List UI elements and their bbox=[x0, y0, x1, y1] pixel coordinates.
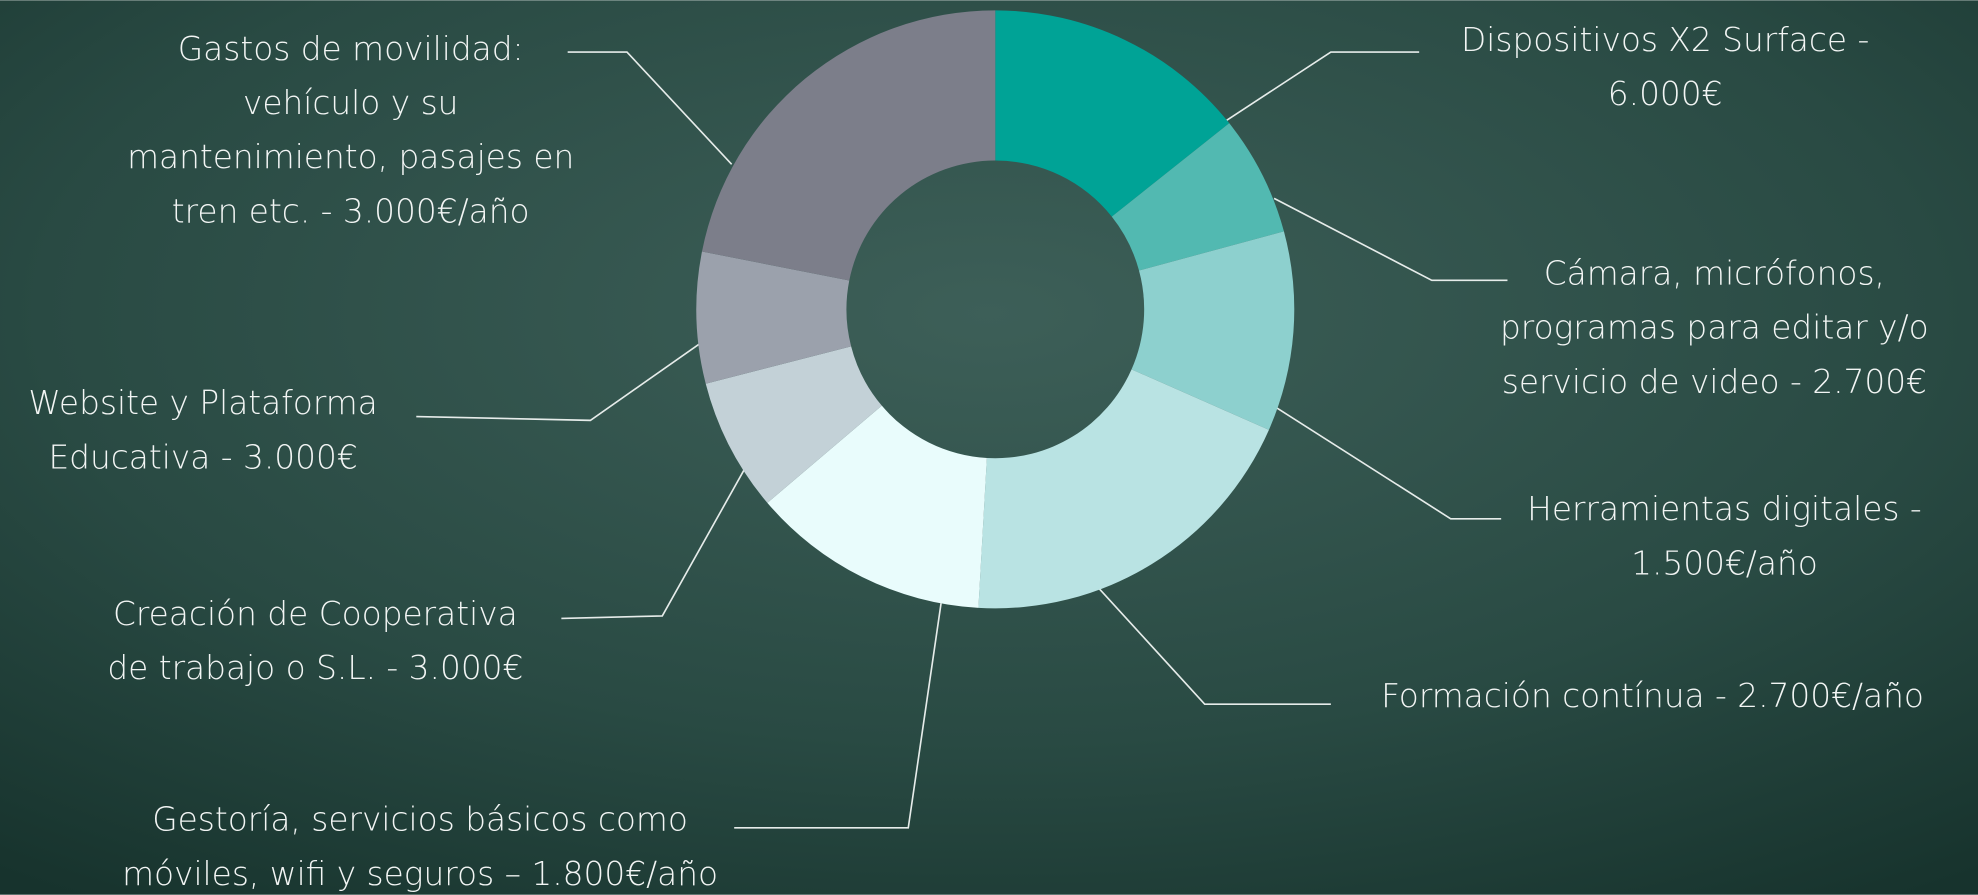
donut-segment bbox=[1131, 231, 1295, 430]
segment-label: Gestoría, servicios básicos como bbox=[152, 801, 688, 839]
leader-line bbox=[1216, 51, 1420, 128]
segment-label: Creación de Cooperativa bbox=[113, 595, 518, 633]
leader-line bbox=[1276, 407, 1502, 520]
donut-segment bbox=[995, 10, 1230, 217]
segment-label: Cámara, micrófonos, bbox=[1544, 254, 1885, 292]
segment-label: servicio de video - 2.700€ bbox=[1502, 363, 1927, 401]
segment-label: Dispositivos X2 Surface - bbox=[1461, 21, 1869, 59]
donut-segment bbox=[701, 10, 996, 281]
segment-label: mantenimiento, pasajes en bbox=[127, 138, 574, 176]
leader-line bbox=[1273, 197, 1508, 282]
donut-segment bbox=[978, 369, 1269, 609]
donut-segment bbox=[767, 405, 987, 608]
donut-segment bbox=[696, 251, 852, 384]
segment-label: 1.500€/año bbox=[1631, 544, 1818, 582]
segment-label: Website y Plataforma bbox=[28, 384, 377, 422]
leader-line bbox=[416, 342, 701, 422]
leader-line bbox=[734, 603, 942, 829]
segment-label: de trabajo o S.L. - 3.000€ bbox=[107, 649, 523, 687]
leader-lines bbox=[416, 51, 1508, 829]
leader-line bbox=[561, 469, 745, 620]
segment-label: Herramientas digitales - bbox=[1527, 490, 1922, 528]
donut-segment bbox=[1111, 123, 1284, 271]
segment-label: Gastos de movilidad: bbox=[178, 30, 524, 68]
segment-label: Formación contínua - 2.700€/año bbox=[1381, 677, 1924, 715]
segment-label: Educativa - 3.000€ bbox=[48, 438, 357, 476]
segment-label: tren etc. - 3.000€/año bbox=[172, 192, 530, 230]
segment-label: 6.000€ bbox=[1608, 75, 1723, 113]
leader-line bbox=[1098, 587, 1331, 706]
segment-label: móviles, wifi y seguros – 1.800€/año bbox=[122, 855, 718, 893]
donut-segment bbox=[705, 346, 882, 503]
segment-label: programas para editar y/o bbox=[1500, 309, 1929, 347]
segment-label: vehículo y su bbox=[243, 84, 459, 122]
leader-line bbox=[567, 51, 733, 165]
